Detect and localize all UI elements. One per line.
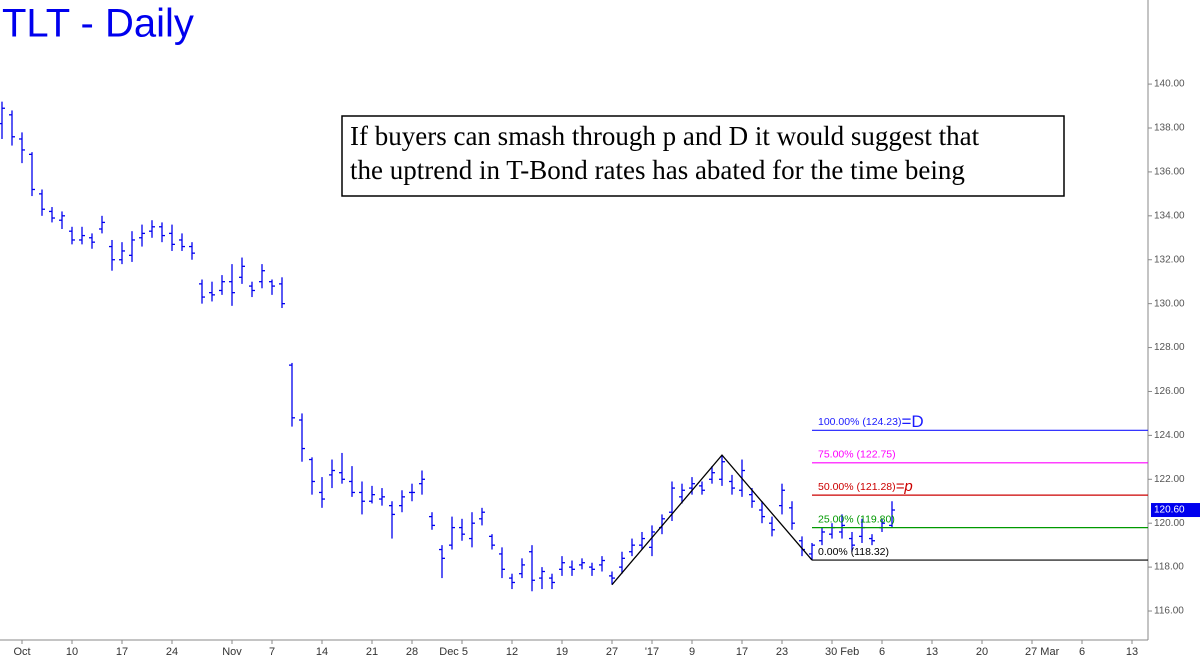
x-tick-label: 13 [926,646,938,658]
x-tick-label: 19 [556,646,568,658]
x-tick-label: 14 [316,646,328,658]
y-tick-label: 132.00 [1154,254,1185,265]
zigzag [611,454,813,586]
x-tick-label: 27 Mar [1025,646,1060,658]
y-tick-label: 118.00 [1154,562,1184,573]
fib-label: 100.00% (124.23) [818,416,901,428]
y-tick-label: 116.00 [1154,606,1184,617]
x-tick-label: 27 [606,646,618,658]
x-tick-label: Dec 5 [439,646,468,658]
fib-label: 0.00% (118.32) [818,546,889,558]
x-tick-label: 10 [66,646,78,658]
price-tag-label: 120.60 [1154,505,1185,516]
y-tick-label: 130.00 [1154,298,1185,309]
x-tick-label: 28 [406,646,418,658]
fib-label: 50.00% (121.28) [818,481,896,493]
annotation-box [341,115,1065,197]
x-tick-label: 21 [366,646,378,658]
y-tick-label: 126.00 [1154,386,1185,397]
x-tick-label: 6 [879,646,885,658]
x-tick-label: Oct [13,646,30,658]
y-tick-label: 124.00 [1154,430,1185,441]
y-tick-label: 138.00 [1154,123,1185,134]
price-tag [1151,503,1200,518]
x-tick-label: 6 [1079,646,1085,658]
fib-label: 25.00% (119.80) [818,513,895,525]
y-tick-label: 140.00 [1154,79,1185,90]
x-tick-label: 20 [976,646,988,658]
y-tick-label: 122.00 [1154,474,1185,485]
x-tick-label: Nov [222,646,242,658]
y-tick-label: 128.00 [1154,342,1185,353]
y-tick-label: 136.00 [1154,167,1185,178]
x-tick-label: 17 [116,646,128,658]
y-tick-label: 120.00 [1154,518,1185,529]
chart-title: TLT - Daily [2,2,194,46]
annotation-line: the uptrend in T-Bond rates has abated f… [350,155,965,185]
x-tick-label: 12 [506,646,518,658]
x-tick-label: 23 [776,646,788,658]
x-tick-label: 7 [269,646,275,658]
fib-label: 75.00% (122.75) [818,449,896,461]
x-tick-label: 17 [736,646,748,658]
x-tick-label: 24 [166,646,178,658]
fib-tag: =D [901,412,923,431]
x-tick-label: '17 [645,646,659,658]
y-tick-label: 134.00 [1154,210,1185,221]
x-tick-label: 9 [689,646,695,658]
fib-tag: =p [896,478,913,495]
x-tick-label: 13 [1126,646,1138,658]
annotation-line: If buyers can smash through p and D it w… [350,121,980,151]
x-tick-label: 30 Feb [825,646,859,658]
